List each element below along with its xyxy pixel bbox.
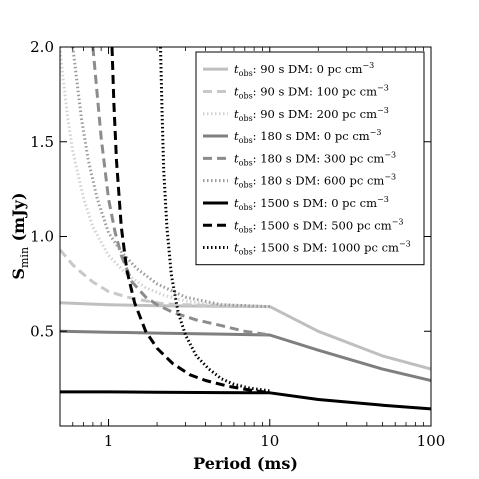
legend-label-sub-9: obs bbox=[239, 248, 253, 257]
legend-label-sup-8: −3 bbox=[392, 217, 404, 226]
y-tick-label-3: 1.5 bbox=[30, 133, 54, 151]
legend-label-head-2: t bbox=[234, 84, 239, 98]
series-line-9 bbox=[159, 47, 271, 393]
legend-label-sup-4: −3 bbox=[370, 128, 382, 137]
legend-label-rest-2: : 90 s DM: 100 pc cm bbox=[253, 84, 377, 98]
y-tick-label-4: 2.0 bbox=[30, 38, 54, 56]
legend-label-2: tobs: 90 s DM: 100 pc cm−3 bbox=[234, 83, 389, 100]
series-line-8 bbox=[110, 47, 271, 395]
y-axis-label-sub: min bbox=[18, 247, 31, 268]
x-axis-label: Period (ms) bbox=[193, 454, 298, 473]
series-line-7 bbox=[60, 390, 431, 411]
legend-label-5: tobs: 180 s DM: 300 pc cm−3 bbox=[234, 150, 396, 167]
y-axis-label-unit: (mJy) bbox=[9, 192, 28, 247]
legend-label-sup-3: −3 bbox=[377, 106, 389, 115]
legend-label-rest-9: : 1500 s DM: 1000 pc cm bbox=[253, 241, 399, 255]
legend-label-head-7: t bbox=[234, 196, 239, 210]
series-line-4 bbox=[60, 329, 431, 382]
legend-label-head-4: t bbox=[234, 129, 239, 143]
series-line-5 bbox=[91, 47, 271, 337]
legend-label-head-8: t bbox=[234, 218, 239, 232]
x-tick-label-1: 1 bbox=[104, 432, 114, 450]
legend-label-sup-5: −3 bbox=[384, 150, 396, 159]
legend-label-rest-8: : 1500 s DM: 500 pc cm bbox=[253, 218, 392, 232]
legend-label-sub-2: obs bbox=[239, 91, 253, 100]
legend-label-1: tobs: 90 s DM: 0 pc cm−3 bbox=[234, 61, 374, 78]
legend-label-9: tobs: 1500 s DM: 1000 pc cm−3 bbox=[234, 240, 411, 257]
x-tick-label-3: 100 bbox=[417, 432, 446, 450]
legend-label-head-9: t bbox=[234, 241, 239, 255]
y-tick-label-1: 0.5 bbox=[30, 322, 54, 340]
legend-label-sup-7: −3 bbox=[377, 195, 389, 204]
legend-label-6: tobs: 180 s DM: 600 pc cm−3 bbox=[234, 173, 396, 190]
series-line-2 bbox=[60, 248, 270, 309]
legend-label-7: tobs: 1500 s DM: 0 pc cm−3 bbox=[234, 195, 389, 212]
y-axis-label-main: S bbox=[9, 268, 28, 280]
legend-label-sub-7: obs bbox=[239, 203, 253, 212]
y-axis-label: Smin (mJy) bbox=[9, 192, 31, 279]
legend-label-sup-9: −3 bbox=[399, 240, 411, 249]
legend-label-sub-6: obs bbox=[239, 181, 253, 190]
legend-label-rest-5: : 180 s DM: 300 pc cm bbox=[253, 151, 385, 165]
legend-label-rest-3: : 90 s DM: 200 pc cm bbox=[253, 107, 377, 121]
legend-label-head-3: t bbox=[234, 107, 239, 121]
legend-label-sup-2: −3 bbox=[377, 83, 389, 92]
legend-label-sub-8: obs bbox=[239, 225, 253, 234]
legend-label-head-1: t bbox=[234, 62, 239, 76]
legend-label-head-5: t bbox=[234, 151, 239, 165]
series-line-6 bbox=[71, 47, 270, 309]
legend-label-sub-3: obs bbox=[239, 114, 253, 123]
legend-box bbox=[195, 51, 425, 266]
legend-label-sub-1: obs bbox=[239, 69, 253, 78]
legend-label-sup-1: −3 bbox=[362, 61, 374, 70]
legend-label-head-6: t bbox=[234, 174, 239, 188]
legend-label-rest-4: : 180 s DM: 0 pc cm bbox=[253, 129, 370, 143]
legend-label-rest-1: : 90 s DM: 0 pc cm bbox=[253, 62, 363, 76]
legend-label-sub-5: obs bbox=[239, 158, 253, 167]
legend-label-rest-6: : 180 s DM: 600 pc cm bbox=[253, 174, 385, 188]
x-tick-label-2: 10 bbox=[260, 432, 279, 450]
legend-label-sub-4: obs bbox=[239, 136, 253, 145]
y-tick-label-2: 1.0 bbox=[30, 228, 54, 246]
legend-label-8: tobs: 1500 s DM: 500 pc cm−3 bbox=[234, 217, 403, 234]
legend-label-4: tobs: 180 s DM: 0 pc cm−3 bbox=[234, 128, 381, 145]
legend-label-3: tobs: 90 s DM: 200 pc cm−3 bbox=[234, 106, 389, 123]
legend-label-rest-7: : 1500 s DM: 0 pc cm bbox=[253, 196, 377, 210]
legend-label-sup-6: −3 bbox=[384, 173, 396, 182]
